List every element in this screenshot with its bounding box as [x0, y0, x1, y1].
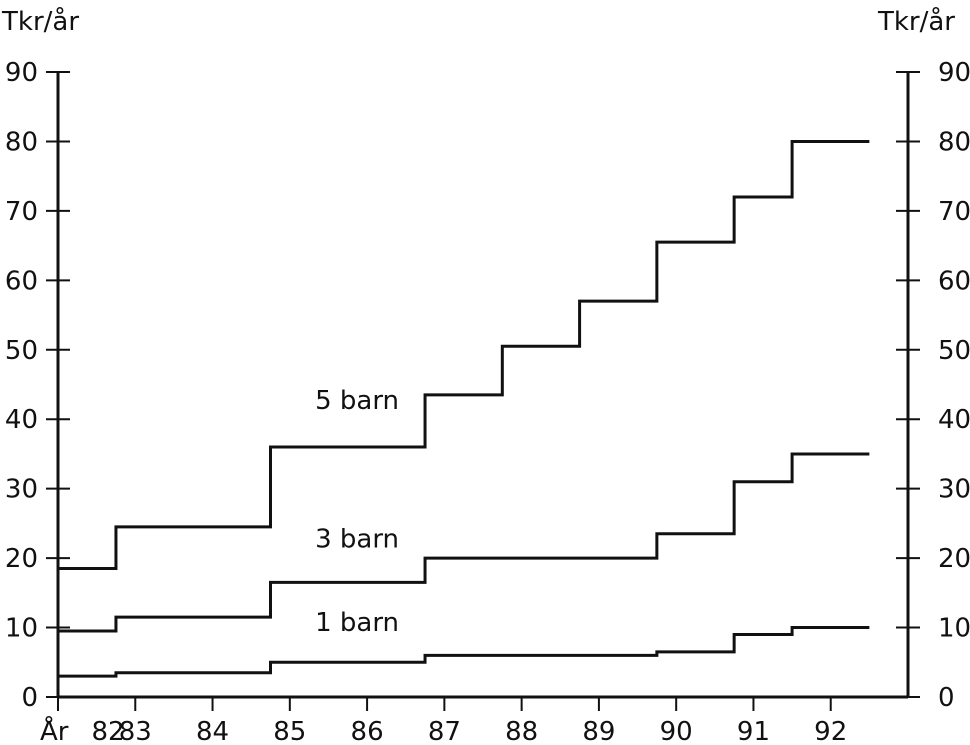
left-axis-unit-label: Tkr/år [1, 6, 79, 37]
y-tick-label-left: 80 [5, 127, 38, 157]
y-tick-label-right: 80 [938, 127, 970, 157]
y-tick-label-right: 90 [938, 58, 970, 88]
y-tick-label-left: 0 [21, 683, 38, 713]
x-tick-label: 92 [814, 717, 847, 745]
y-tick-label-left: 50 [5, 336, 38, 366]
series-label-3-barn: 3 barn [315, 525, 399, 555]
y-tick-label-left: 90 [5, 58, 38, 88]
y-tick-label-left: 70 [5, 197, 38, 227]
series-line-1-barn [58, 626, 870, 678]
x-axis-label: År [40, 715, 69, 745]
y-tick-label-right: 10 [938, 614, 970, 644]
right-y-ticks: 0 10 20 30 40 50 60 70 80 90 [896, 58, 970, 713]
series-line-5-barn [58, 139, 870, 571]
x-tick-label: 82 [91, 717, 124, 745]
x-tick-label: 86 [351, 717, 384, 745]
x-tick-label: 91 [737, 717, 770, 745]
y-tick-label-right: 70 [938, 197, 970, 227]
x-tick-label: 87 [428, 717, 461, 745]
y-tick-label-right: 50 [938, 336, 970, 366]
x-tick-label: 84 [196, 717, 229, 745]
y-tick-label-left: 20 [5, 544, 38, 574]
x-tick-label: 89 [582, 717, 615, 745]
axes [56, 72, 910, 699]
y-tick-label-left: 60 [5, 266, 38, 296]
series-label-1-barn: 1 barn [315, 608, 399, 638]
y-tick-label-left: 30 [5, 475, 38, 505]
series-lines [58, 139, 870, 678]
series-label-5-barn: 5 barn [315, 386, 399, 416]
y-tick-label-left: 40 [5, 405, 38, 435]
y-tick-label-right: 20 [938, 544, 970, 574]
x-tick-label: 85 [273, 717, 306, 745]
right-axis-unit-label: Tkr/år [877, 6, 955, 37]
y-tick-label-left: 10 [5, 614, 38, 644]
left-y-ticks: 0 10 20 30 40 50 60 70 80 90 [5, 58, 70, 713]
y-tick-label-right: 60 [938, 266, 970, 296]
y-tick-label-right: 40 [938, 405, 970, 435]
series-line-3-barn [58, 452, 870, 633]
y-tick-label-right: 30 [938, 475, 970, 505]
x-tick-label: 83 [119, 717, 152, 745]
y-tick-label-right: 0 [938, 683, 955, 713]
x-tick-label: 90 [660, 717, 693, 745]
x-tick-label: 88 [505, 717, 538, 745]
series-labels: 5 barn 3 barn 1 barn [315, 386, 399, 638]
